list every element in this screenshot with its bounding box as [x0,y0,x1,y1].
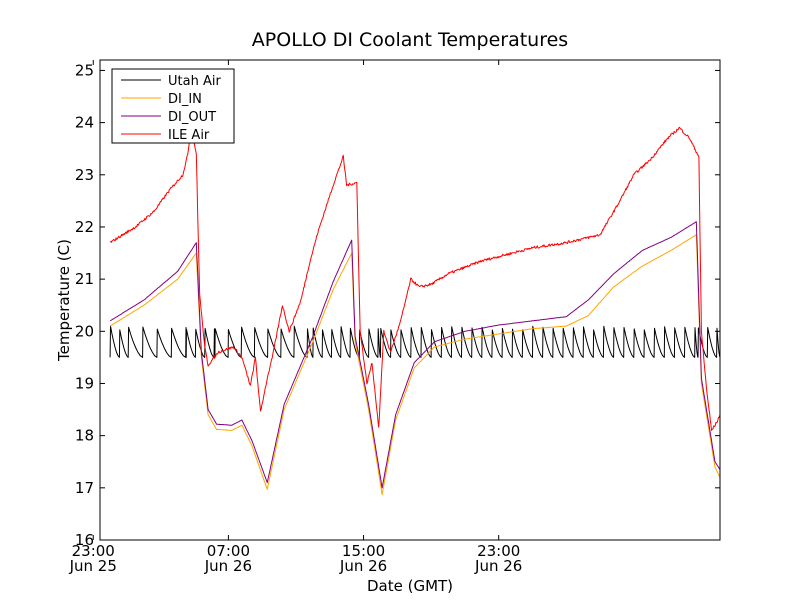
legend-label: DI_IN [168,92,202,107]
x-tick-date: Jun 26 [474,557,522,575]
x-axis-label: Date (GMT) [367,577,453,595]
series-line-di-in [109,234,720,495]
chart-title: APOLLO DI Coolant Temperatures [252,29,568,51]
y-tick-label: 24 [75,114,94,132]
y-tick-label: 17 [75,479,94,497]
y-tick-label: 22 [75,218,94,236]
y-tick-label: 23 [75,166,94,184]
x-tick-date: Jun 26 [204,557,252,575]
y-tick-label: 20 [75,322,94,340]
x-tick-time: 07:00 [207,542,250,560]
x-tick-date: Jun 26 [339,557,387,575]
series-line-di-out [109,221,720,489]
x-tick-time: 15:00 [342,542,385,560]
y-tick-label: 21 [75,270,94,288]
x-tick-time: 23:00 [72,542,115,560]
y-tick-label: 16 [75,531,94,549]
x-tick-date: Jun 25 [69,557,117,575]
legend-box [111,68,235,144]
legend-label: DI_OUT [168,110,216,125]
y-axis-label: Temperature (C) [55,239,73,362]
y-axis: 16 17 18 19 20 21 22 23 24 25 [75,61,720,549]
y-tick-label: 19 [75,374,94,392]
legend-label: ILE Air [168,128,210,143]
y-tick-label: 18 [75,427,94,445]
plot-frame [99,59,721,541]
plot-area [109,124,720,495]
legend: Utah Air DI_IN DI_OUT ILE Air [111,68,235,144]
legend-label: Utah Air [168,74,221,89]
y-tick-label: 25 [75,61,94,79]
series-line-ile-air [109,124,720,431]
series-line-utah-air [109,325,720,358]
x-tick-time: 23:00 [477,542,520,560]
